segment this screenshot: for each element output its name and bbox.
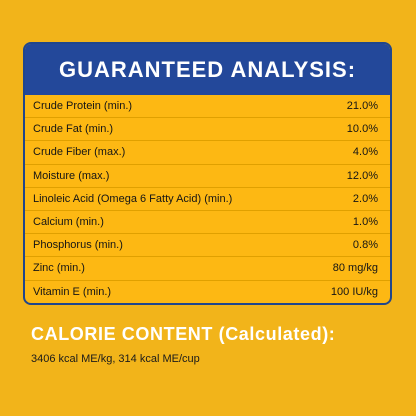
table-row: Crude Protein (min.) 21.0% <box>25 95 390 119</box>
calorie-content-title: CALORIE CONTENT (Calculated): <box>31 324 336 344</box>
calorie-content-value: 3406 kcal ME/kg, 314 kcal ME/cup <box>31 353 200 365</box>
table-row: Linoleic Acid (Omega 6 Fatty Acid) (min.… <box>25 188 390 211</box>
row-value: 10.0% <box>346 123 378 136</box>
row-label: Calcium (min.) <box>33 216 104 229</box>
row-value: 1.0% <box>352 216 378 229</box>
row-label: Crude Protein (min.) <box>33 100 133 113</box>
guaranteed-analysis-panel: GUARANTEED ANALYSIS: Crude Protein (min.… <box>23 42 392 305</box>
row-label: Vitamin E (min.) <box>33 286 112 299</box>
row-label: Phosphorus (min.) <box>33 239 123 252</box>
row-value: 12.0% <box>346 169 378 182</box>
analysis-table: Crude Protein (min.) 21.0% Crude Fat (mi… <box>25 95 390 304</box>
row-label: Crude Fiber (max.) <box>33 146 126 159</box>
row-value: 2.0% <box>352 192 378 205</box>
guaranteed-analysis-title: GUARANTEED ANALYSIS: <box>25 44 390 95</box>
table-row: Zinc (min.) 80 mg/kg <box>25 257 390 281</box>
table-row: Phosphorus (min.) 0.8% <box>25 234 390 258</box>
row-value: 0.8% <box>352 239 378 252</box>
row-label: Moisture (max.) <box>33 169 110 182</box>
row-label: Crude Fat (min.) <box>33 123 114 136</box>
row-label: Zinc (min.) <box>33 262 85 275</box>
table-row: Crude Fiber (max.) 4.0% <box>25 141 390 165</box>
row-value: 21.0% <box>346 100 378 113</box>
table-row: Crude Fat (min.) 10.0% <box>25 118 390 142</box>
row-value: 4.0% <box>352 146 378 159</box>
row-label: Linoleic Acid (Omega 6 Fatty Acid) (min.… <box>33 192 233 205</box>
row-value: 80 mg/kg <box>332 262 378 275</box>
table-row: Calcium (min.) 1.0% <box>25 211 390 235</box>
row-value: 100 IU/kg <box>330 286 378 299</box>
table-row: Vitamin E (min.) 100 IU/kg <box>25 281 390 304</box>
table-row: Moisture (max.) 12.0% <box>25 165 390 188</box>
